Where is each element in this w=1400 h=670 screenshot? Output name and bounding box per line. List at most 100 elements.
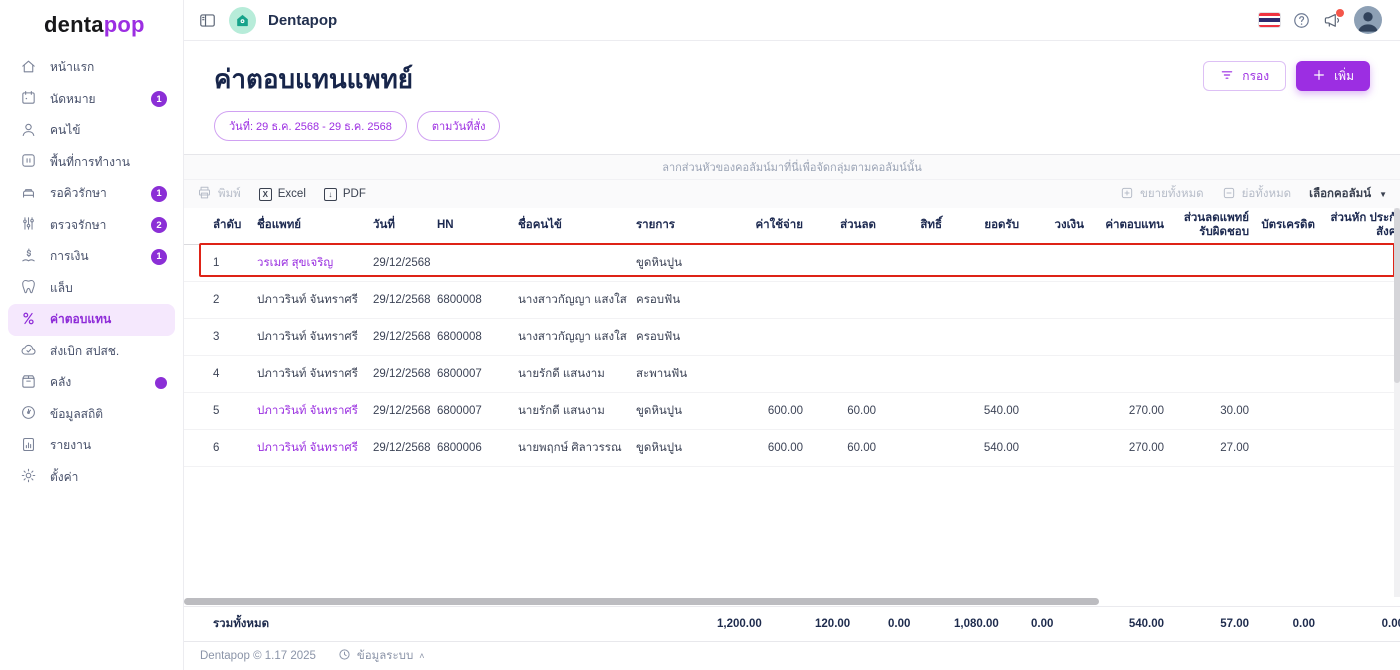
compensation-table: ลำดับ ชื่อแพทย์ วันที่ HN ชื่อคนไข้ รายก…: [184, 208, 1400, 467]
finance-icon: [20, 247, 37, 267]
sidebar-item-finance[interactable]: การเงิน 1: [0, 241, 183, 273]
table-row[interactable]: 3ปภาวรินท์ จันทราศรี29/12/2568 6800008นา…: [184, 318, 1400, 355]
thai-flag-icon: [1259, 13, 1280, 27]
sidebar-toggle-button[interactable]: [198, 11, 217, 30]
app-root: dentapop หน้าแรก นัดหมาย 1 คนไข้ พื้นที่…: [0, 0, 1400, 670]
home-icon: [20, 58, 37, 78]
sidebar-item-patients[interactable]: คนไข้: [0, 115, 183, 147]
brand-logo: dentapop: [0, 0, 183, 42]
total-social-security: 0.00: [1321, 607, 1400, 642]
export-excel-button[interactable]: X Excel: [259, 188, 306, 201]
printer-icon: [197, 185, 212, 203]
sidebar-item-label: รายงาน: [50, 436, 167, 455]
total-discount: 120.00: [809, 607, 882, 642]
horizontal-scrollbar[interactable]: [184, 597, 1400, 606]
totals-label: รวมทั้งหมด: [184, 607, 711, 642]
column-header[interactable]: ค่าใช้จ่าย: [711, 208, 809, 244]
clock-icon: [338, 648, 351, 664]
horizontal-scrollbar-thumb[interactable]: [184, 598, 1099, 605]
filter-button[interactable]: กรอง: [1203, 61, 1286, 91]
page-title: ค่าตอบแทนแพทย์: [214, 59, 413, 100]
language-flag-button[interactable]: [1259, 13, 1280, 27]
table-row[interactable]: 1วรเมศ สุขเจริญ29/12/2568 ขูดหินปูน: [184, 244, 1400, 281]
column-header[interactable]: รายการ: [630, 208, 711, 244]
system-info-label: ข้อมูลระบบ: [357, 647, 413, 665]
brand-logo-accent: pop: [104, 12, 145, 37]
inventory-dot-badge: [155, 377, 167, 389]
sidebar-item-label: ตั้งค่า: [50, 468, 167, 487]
patient-icon: [20, 121, 37, 141]
total-compensation: 540.00: [1090, 607, 1170, 642]
export-pdf-button[interactable]: ↓ PDF: [324, 188, 366, 201]
sidebar-item-examination[interactable]: ตรวจรักษา 2: [0, 210, 183, 242]
column-header[interactable]: HN: [431, 208, 512, 244]
help-button[interactable]: [1292, 11, 1311, 30]
column-header[interactable]: ค่าตอบแทน: [1090, 208, 1170, 244]
expand-all-button[interactable]: ขยายทั้งหมด: [1120, 185, 1204, 203]
chevron-down-icon: ▼: [1379, 190, 1387, 199]
choose-columns-button[interactable]: เลือกคอลัมน์ ▼: [1309, 185, 1387, 203]
pdf-icon: ↓: [324, 188, 337, 201]
excel-label: Excel: [278, 188, 306, 200]
finance-badge: 1: [151, 249, 167, 265]
sidebar-item-inventory[interactable]: คลัง: [0, 367, 183, 399]
column-header[interactable]: วงเงิน: [1025, 208, 1090, 244]
by-order-date-chip[interactable]: ตามวันที่สั่ง: [417, 111, 501, 141]
expand-all-label: ขยายทั้งหมด: [1140, 185, 1204, 203]
announcements-button[interactable]: [1323, 11, 1342, 30]
grid-body: ลำดับ ชื่อแพทย์ วันที่ HN ชื่อคนไข้ รายก…: [184, 208, 1400, 597]
sidebar-item-statistics[interactable]: ข้อมูลสถิติ: [0, 399, 183, 431]
table-body: 1วรเมศ สุขเจริญ29/12/2568 ขูดหินปูน 2ปภา…: [184, 244, 1400, 466]
print-button[interactable]: พิมพ์: [197, 185, 241, 203]
user-avatar[interactable]: [1354, 6, 1382, 34]
column-header[interactable]: วันที่: [367, 208, 431, 244]
column-header[interactable]: ยอดรับ: [948, 208, 1025, 244]
add-button[interactable]: เพิ่ม: [1296, 61, 1370, 91]
table-row[interactable]: 2ปภาวรินท์ จันทราศรี29/12/2568 6800008นา…: [184, 281, 1400, 318]
sidebar-item-appointments[interactable]: นัดหมาย 1: [0, 84, 183, 116]
sidebar-item-lab[interactable]: แล็บ: [0, 273, 183, 305]
expand-all-icon: [1120, 186, 1134, 203]
brand-logo-primary: denta: [44, 12, 104, 37]
column-header[interactable]: ส่วนลดแพทย์ รับผิดชอบ: [1170, 208, 1255, 244]
print-label: พิมพ์: [218, 185, 241, 203]
totals-row: รวมทั้งหมด 1,200.00 120.00 0.00 1,080.00…: [184, 606, 1400, 642]
date-range-chip[interactable]: วันที่: 29 ธ.ค. 2568 - 29 ธ.ค. 2568: [214, 111, 407, 141]
app-logo-icon[interactable]: [229, 7, 256, 34]
column-header[interactable]: ส่วนหัก ประกันสังคม: [1321, 208, 1400, 244]
page-footer: Dentapop © 1.17 2025 ข้อมูลระบบ ˄: [184, 642, 1400, 670]
examination-icon: [20, 215, 37, 235]
settings-icon: [20, 467, 37, 487]
add-button-label: เพิ่ม: [1334, 67, 1354, 86]
column-header[interactable]: ลำดับ: [184, 208, 246, 244]
sidebar-item-reports[interactable]: รายงาน: [0, 430, 183, 462]
sidebar-item-settings[interactable]: ตั้งค่า: [0, 462, 183, 494]
column-header[interactable]: บัตรเครดิต: [1255, 208, 1321, 244]
sidebar-item-treatment-queue[interactable]: รอคิวรักษา 1: [0, 178, 183, 210]
sidebar-item-label: คลัง: [50, 373, 142, 392]
column-header[interactable]: ส่วนลด: [809, 208, 882, 244]
table-row[interactable]: 5ปภาวรินท์ จันทราศรี29/12/2568 6800007นา…: [184, 392, 1400, 429]
sidebar-item-label: การเงิน: [50, 247, 138, 266]
plus-icon: [1312, 68, 1326, 85]
table-row[interactable]: 4ปภาวรินท์ จันทราศรี29/12/2568 6800007นา…: [184, 355, 1400, 392]
page-head: ค่าตอบแทนแพทย์ กรอง เพิ่ม วันที่: 29 ธ.ค…: [184, 41, 1400, 154]
statistics-icon: [20, 404, 37, 424]
sidebar-item-workspace[interactable]: พื้นที่การทำงาน: [0, 147, 183, 179]
sidebar-item-nhso-claims[interactable]: ส่งเบิก สปสช.: [0, 336, 183, 368]
sidebar-nav: หน้าแรก นัดหมาย 1 คนไข้ พื้นที่การทำงาน …: [0, 42, 183, 493]
sidebar-item-home[interactable]: หน้าแรก: [0, 52, 183, 84]
column-header[interactable]: ชื่อแพทย์: [246, 208, 367, 244]
collapse-all-label: ย่อทั้งหมด: [1242, 185, 1291, 203]
vertical-scrollbar-thumb[interactable]: [1394, 208, 1400, 383]
system-info-link[interactable]: ข้อมูลระบบ ˄: [338, 647, 425, 665]
column-header[interactable]: สิทธิ์: [882, 208, 948, 244]
notification-dot: [1336, 9, 1344, 17]
sidebar-item-compensation[interactable]: ค่าตอบแทน: [8, 304, 175, 336]
collapse-all-button[interactable]: ย่อทั้งหมด: [1222, 185, 1291, 203]
chevron-up-icon: ˄: [419, 651, 424, 661]
column-header[interactable]: ชื่อคนไข้: [512, 208, 630, 244]
table-row[interactable]: 6ปภาวรินท์ จันทราศรี29/12/2568 6800006นา…: [184, 429, 1400, 466]
data-grid: ลากส่วนหัวของคอลัมน์มาที่นี่เพื่อจัดกลุ่…: [184, 154, 1400, 670]
vertical-scrollbar[interactable]: [1394, 208, 1400, 597]
